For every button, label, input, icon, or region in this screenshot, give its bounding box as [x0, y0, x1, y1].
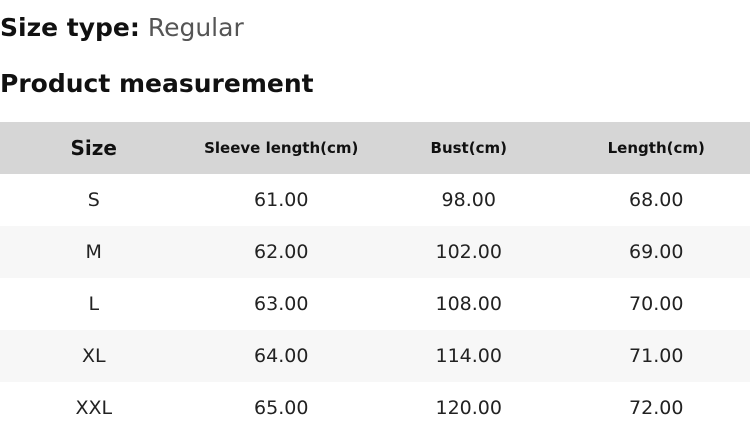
cell-length: 70.00: [629, 293, 684, 315]
header-sleeve-length: Sleeve length(cm): [204, 139, 359, 157]
cell-bust: 98.00: [441, 189, 496, 211]
cell-size: S: [87, 189, 100, 211]
size-type-label: Size type:: [0, 13, 140, 42]
header-bust: Bust(cm): [430, 139, 507, 157]
cell-length: 71.00: [629, 345, 684, 367]
table-row: S 61.00 98.00 68.00: [0, 174, 750, 226]
cell-size: M: [85, 241, 102, 263]
section-title: Product measurement: [0, 69, 314, 98]
cell-size: XL: [81, 345, 106, 367]
cell-length: 72.00: [629, 397, 684, 419]
cell-length: 69.00: [629, 241, 684, 263]
cell-bust: 114.00: [435, 345, 502, 367]
cell-sleeve-length: 65.00: [254, 397, 309, 419]
cell-bust: 108.00: [435, 293, 502, 315]
cell-sleeve-length: 64.00: [254, 345, 309, 367]
cell-sleeve-length: 62.00: [254, 241, 309, 263]
cell-sleeve-length: 61.00: [254, 189, 309, 211]
header-size: Size: [70, 136, 117, 160]
table-header-row: Size Sleeve length(cm) Bust(cm) Length(c…: [0, 122, 750, 174]
size-type-value: Regular: [147, 13, 244, 42]
cell-bust: 120.00: [435, 397, 502, 419]
measurement-table: Size Sleeve length(cm) Bust(cm) Length(c…: [0, 122, 750, 434]
size-type: Size type: Regular: [0, 12, 244, 44]
table-row: L 63.00 108.00 70.00: [0, 278, 750, 330]
table-row: XXL 65.00 120.00 72.00: [0, 382, 750, 434]
header-length: Length(cm): [607, 139, 705, 157]
table-row: XL 64.00 114.00 71.00: [0, 330, 750, 382]
table-row: M 62.00 102.00 69.00: [0, 226, 750, 278]
cell-size: XXL: [75, 397, 113, 419]
cell-length: 68.00: [629, 189, 684, 211]
cell-size: L: [88, 293, 100, 315]
cell-sleeve-length: 63.00: [254, 293, 309, 315]
cell-bust: 102.00: [435, 241, 502, 263]
